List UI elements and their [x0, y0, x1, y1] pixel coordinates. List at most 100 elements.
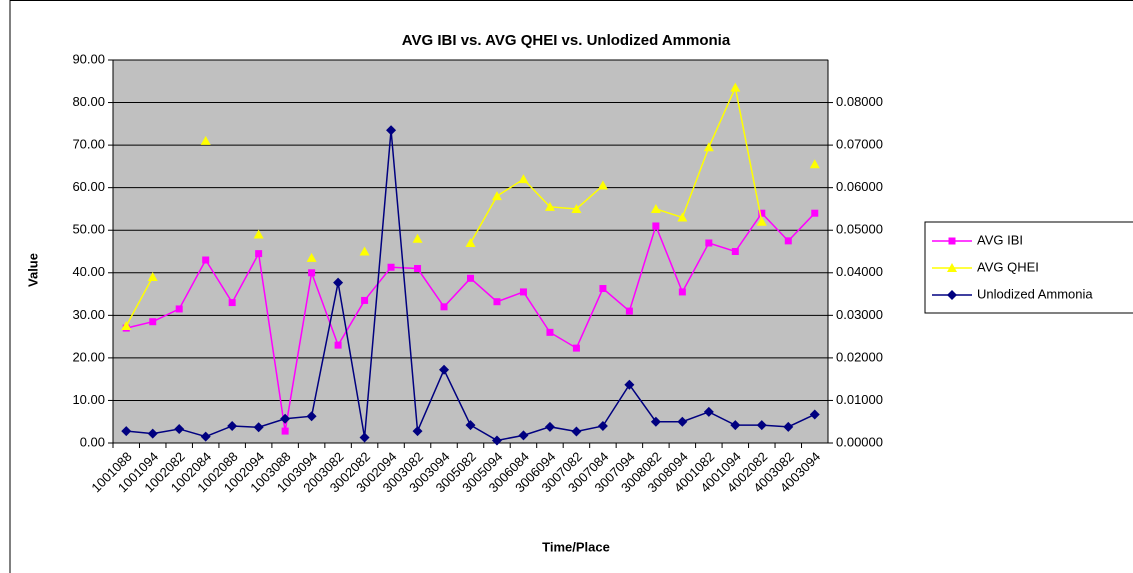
data-point: [491, 435, 502, 446]
plot-area: [112, 59, 829, 444]
data-point: [544, 201, 555, 211]
data-point: [359, 246, 370, 256]
data-point: [306, 252, 317, 262]
y2-tick-label: 0.01000: [836, 392, 883, 407]
y-tick-label: 90.00: [72, 51, 105, 66]
chart-title: AVG IBI vs. AVG QHEI vs. Unlodized Ammon…: [402, 32, 731, 49]
data-point: [519, 288, 527, 296]
data-point: [200, 135, 211, 145]
data-point: [730, 82, 741, 92]
data-point: [625, 307, 633, 315]
legend-marker: [947, 263, 957, 272]
data-point: [809, 409, 820, 420]
data-point: [518, 174, 529, 184]
data-point: [756, 216, 767, 226]
data-point: [652, 222, 660, 230]
data-point: [255, 250, 263, 258]
data-point: [756, 420, 767, 431]
y-tick-label: 80.00: [72, 94, 105, 109]
legend-label: Unlodized Ammonia: [977, 286, 1093, 301]
y2-tick-label: 0.05000: [836, 222, 883, 237]
data-point: [597, 180, 608, 190]
data-point: [809, 159, 820, 169]
data-point: [571, 203, 582, 213]
data-point: [359, 432, 370, 443]
data-point: [811, 209, 819, 217]
data-point: [334, 341, 342, 349]
legend: AVG IBI AVG QHEI Unlodized Ammonia: [924, 221, 1133, 314]
data-point: [386, 125, 397, 136]
data-point: [703, 406, 714, 417]
y-tick-label: 50.00: [72, 222, 105, 237]
data-point: [493, 298, 501, 306]
data-point: [784, 237, 792, 245]
legend-marker: [947, 290, 957, 300]
data-point: [731, 248, 739, 255]
data-point: [149, 318, 157, 326]
legend-marker: [948, 237, 956, 245]
data-point: [253, 229, 264, 239]
y-tick-label: 30.00: [72, 307, 105, 322]
data-point: [200, 431, 211, 442]
data-point: [465, 420, 476, 431]
y2-tick-label: 0.08000: [836, 94, 883, 109]
data-point: [518, 430, 529, 441]
data-point: [175, 305, 183, 313]
y2-tick-label: 0.06000: [836, 179, 883, 194]
data-point: [361, 296, 369, 304]
data-point: [121, 426, 132, 437]
data-point: [730, 420, 741, 431]
data-point: [333, 277, 344, 288]
data-point: [650, 203, 661, 213]
data-point: [412, 233, 423, 243]
y2-tick-label: 0.00000: [836, 434, 883, 449]
data-point: [174, 423, 185, 434]
data-point: [308, 269, 316, 277]
y2-tick-label: 0.07000: [836, 137, 883, 152]
y-tick-label: 70.00: [72, 137, 105, 152]
data-point: [281, 427, 289, 435]
data-point: [387, 263, 395, 271]
data-point: [597, 420, 608, 431]
data-point: [440, 303, 448, 311]
data-point: [546, 328, 554, 336]
y-tick-label: 0.00: [80, 434, 105, 449]
y2-tick-label: 0.04000: [836, 264, 883, 279]
data-point: [147, 272, 158, 282]
y-axis-label: Value: [25, 253, 40, 287]
legend-label: AVG IBI: [977, 232, 1023, 247]
data-point: [414, 265, 422, 273]
data-point: [491, 191, 502, 201]
x-axis-label: Time/Place: [542, 539, 610, 554]
data-point: [572, 344, 580, 352]
data-point: [571, 426, 582, 437]
y2-tick-label: 0.02000: [836, 349, 883, 364]
data-point: [677, 212, 688, 222]
data-point: [121, 320, 132, 330]
data-point: [783, 421, 794, 432]
data-point: [253, 422, 264, 433]
data-point: [412, 426, 423, 437]
data-point: [306, 411, 317, 422]
data-point: [678, 288, 686, 296]
data-point: [599, 285, 607, 293]
y2-tick-label: 0.03000: [836, 307, 883, 322]
data-point: [467, 274, 474, 282]
data-point: [465, 237, 476, 247]
data-point: [147, 428, 158, 439]
data-point: [544, 421, 555, 432]
data-point: [758, 209, 766, 217]
legend-label: AVG QHEI: [977, 259, 1039, 274]
data-point: [650, 416, 661, 427]
data-point: [202, 256, 210, 264]
y-tick-label: 10.00: [72, 392, 105, 407]
data-point: [705, 239, 713, 247]
data-point: [677, 416, 688, 427]
y-tick-label: 60.00: [72, 179, 105, 194]
y-tick-label: 40.00: [72, 264, 105, 279]
data-point: [227, 420, 238, 431]
data-point: [439, 364, 450, 375]
data-point: [703, 142, 714, 152]
y-tick-label: 20.00: [72, 349, 105, 364]
